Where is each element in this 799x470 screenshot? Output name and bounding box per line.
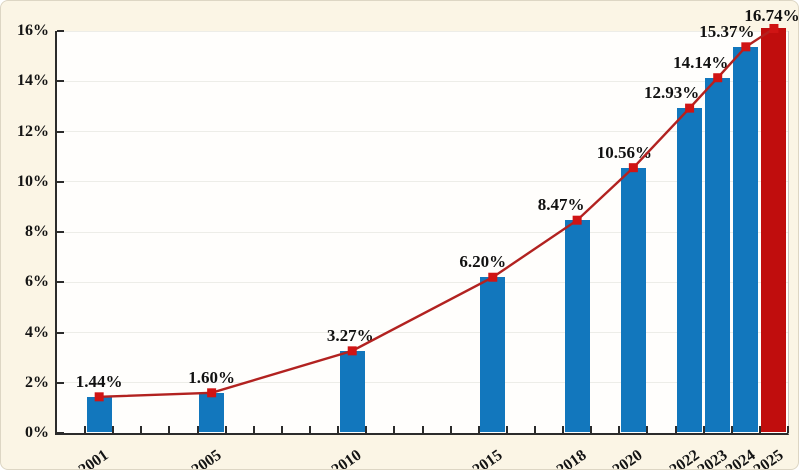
x-axis-tick bbox=[421, 426, 424, 433]
data-label: 10.56% bbox=[596, 142, 652, 162]
bar-2022 bbox=[677, 108, 703, 432]
data-label: 15.37% bbox=[699, 21, 755, 41]
x-axis-tick bbox=[196, 426, 199, 433]
x-axis-tick bbox=[477, 426, 480, 433]
y-axis-tick bbox=[57, 30, 64, 32]
x-axis-tick bbox=[505, 426, 508, 433]
x-axis-tick bbox=[280, 426, 283, 433]
y-axis-label: 4% bbox=[25, 323, 49, 341]
x-axis-tick bbox=[618, 426, 621, 433]
x-axis-tick bbox=[702, 426, 705, 433]
y-axis-label: 8% bbox=[25, 223, 49, 240]
bar-2024 bbox=[733, 46, 759, 432]
y-axis-label: 2% bbox=[25, 373, 49, 391]
x-axis-tick bbox=[112, 426, 115, 433]
x-axis-label: 2001 bbox=[75, 446, 112, 470]
x-axis-tick bbox=[758, 426, 761, 433]
y-axis-tick bbox=[57, 80, 64, 83]
grid-line bbox=[57, 80, 788, 82]
data-label: 12.93% bbox=[643, 83, 700, 103]
x-axis-tick bbox=[393, 426, 396, 433]
x-axis-tick bbox=[787, 426, 789, 433]
y-axis-label: 16% bbox=[17, 22, 49, 39]
data-label: 8.47% bbox=[537, 195, 585, 215]
x-axis-label: 2015 bbox=[469, 446, 506, 470]
y-axis-tick bbox=[57, 432, 64, 434]
data-label: 1.44% bbox=[75, 371, 123, 391]
x-axis-tick bbox=[730, 426, 733, 433]
bar-highlighted-2025 bbox=[761, 28, 787, 432]
x-axis-tick bbox=[84, 426, 87, 433]
y-axis-label: 10% bbox=[17, 172, 49, 190]
x-axis-tick bbox=[309, 426, 312, 433]
bar-2020 bbox=[620, 167, 646, 432]
y-axis-label: 6% bbox=[25, 273, 49, 291]
bar-2001 bbox=[86, 396, 112, 432]
data-label: 3.27% bbox=[326, 325, 374, 345]
x-axis-tick bbox=[168, 426, 171, 433]
bar-2005 bbox=[199, 392, 225, 432]
y-axis-tick bbox=[57, 130, 64, 133]
bar-2018 bbox=[564, 220, 590, 432]
x-axis-label: 2018 bbox=[553, 446, 590, 470]
y-axis-label: 12% bbox=[17, 122, 49, 140]
x-axis-tick bbox=[533, 426, 536, 433]
x-axis-tick bbox=[590, 426, 593, 433]
bar-2023 bbox=[705, 77, 731, 432]
x-axis-tick bbox=[140, 426, 143, 433]
x-axis-tick bbox=[252, 426, 255, 433]
y-axis-tick bbox=[57, 331, 64, 334]
bar-2015 bbox=[480, 277, 506, 432]
x-axis-tick bbox=[562, 426, 565, 433]
x-axis-label: 2010 bbox=[328, 446, 365, 470]
x-axis-tick bbox=[224, 426, 227, 433]
data-label: 16.74% bbox=[744, 6, 799, 25]
y-axis-label: 14% bbox=[17, 72, 49, 90]
y-axis-tick bbox=[57, 231, 64, 233]
data-label: 14.14% bbox=[673, 52, 729, 72]
x-axis-tick bbox=[365, 426, 368, 433]
x-axis-tick bbox=[674, 426, 677, 433]
x-axis-tick bbox=[337, 426, 340, 433]
x-axis-label: 2005 bbox=[188, 446, 225, 470]
y-axis-tick bbox=[57, 381, 64, 384]
data-label: 6.20% bbox=[459, 252, 507, 272]
y-axis-tick bbox=[57, 180, 64, 183]
y-axis-tick bbox=[57, 281, 64, 284]
bar-2010 bbox=[339, 350, 365, 432]
grid-line bbox=[57, 30, 788, 32]
x-axis-label: 2020 bbox=[609, 446, 646, 470]
x-axis-tick bbox=[449, 426, 452, 433]
y-axis-label: 0% bbox=[25, 424, 49, 441]
x-axis-tick bbox=[646, 426, 649, 433]
data-label: 1.60% bbox=[188, 367, 235, 387]
